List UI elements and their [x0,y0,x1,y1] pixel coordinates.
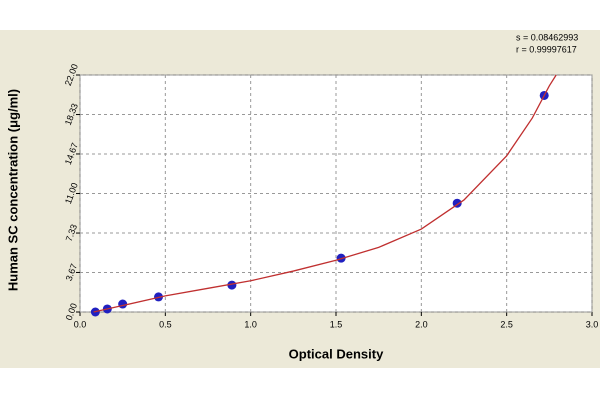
x-tick-label: 0.5 [159,319,172,329]
x-tick-label: 1.5 [330,319,343,329]
x-axis-label: Optical Density [289,346,384,361]
x-tick-label: 3.0 [586,319,599,329]
plot-area [79,74,593,313]
data-point [227,280,237,290]
x-tick-label: 2.5 [500,319,513,329]
annotation: s = 0.08462993 [516,32,578,42]
fit-curve [93,74,557,313]
annotation: r = 0.99997617 [516,44,577,54]
y-axis-label: Human SC concentration (μg/ml) [5,89,20,291]
data-point [118,299,128,309]
x-tick-label: 1.0 [244,319,257,329]
x-tick-label: 2.0 [415,319,428,329]
x-tick-label: 0.0 [74,319,87,329]
